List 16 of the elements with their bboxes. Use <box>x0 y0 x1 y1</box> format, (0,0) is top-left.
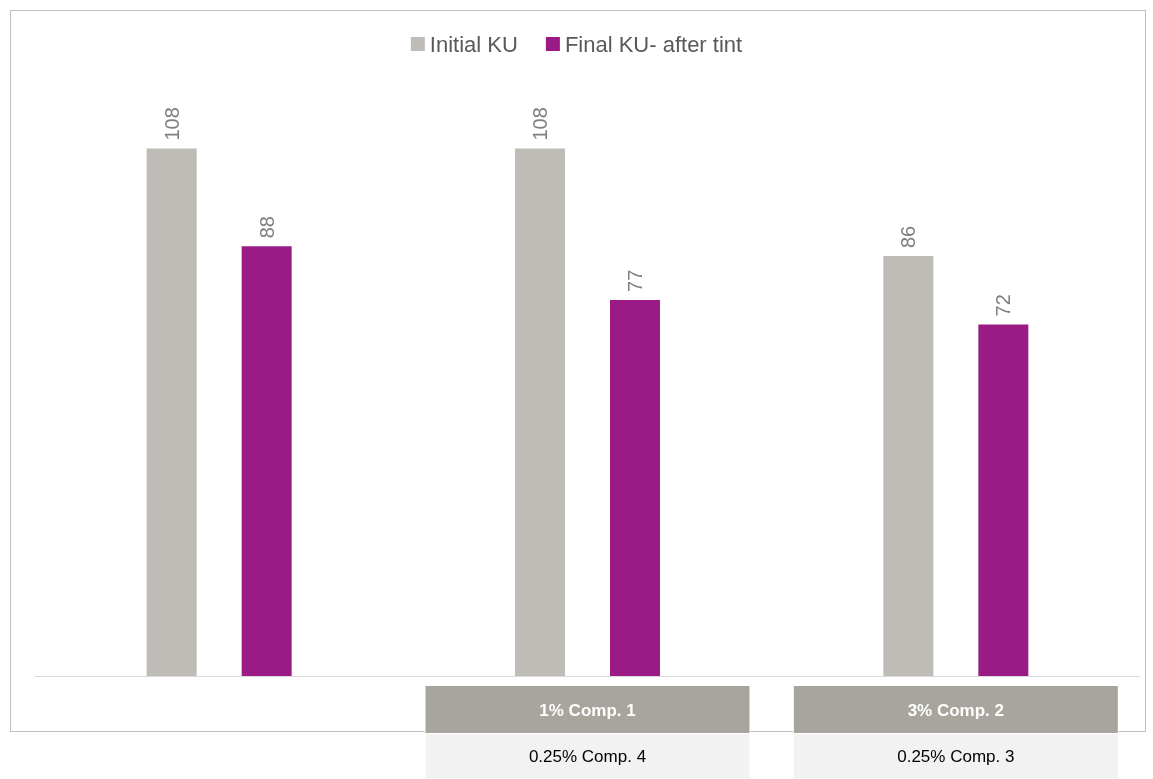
data-label: 108 <box>529 107 551 141</box>
bar <box>978 324 1029 676</box>
data-label: 108 <box>160 107 183 141</box>
data-label: 72 <box>992 294 1015 317</box>
legend-label: Final KU- after tint <box>564 31 743 57</box>
data-label: 86 <box>897 225 920 249</box>
bar <box>241 246 292 676</box>
bar <box>610 299 660 676</box>
bar <box>883 256 934 676</box>
legend-label: Initial KU <box>429 31 518 57</box>
bar <box>515 148 565 676</box>
category-label: 3% Comp. 2 0.25% Comp. 3 <box>897 700 1015 766</box>
category-label: 1% Comp. 1 0.25% Comp. 4 <box>528 700 647 766</box>
data-label: 77 <box>624 269 646 292</box>
data-label: 88 <box>255 216 278 239</box>
bar <box>146 148 197 676</box>
